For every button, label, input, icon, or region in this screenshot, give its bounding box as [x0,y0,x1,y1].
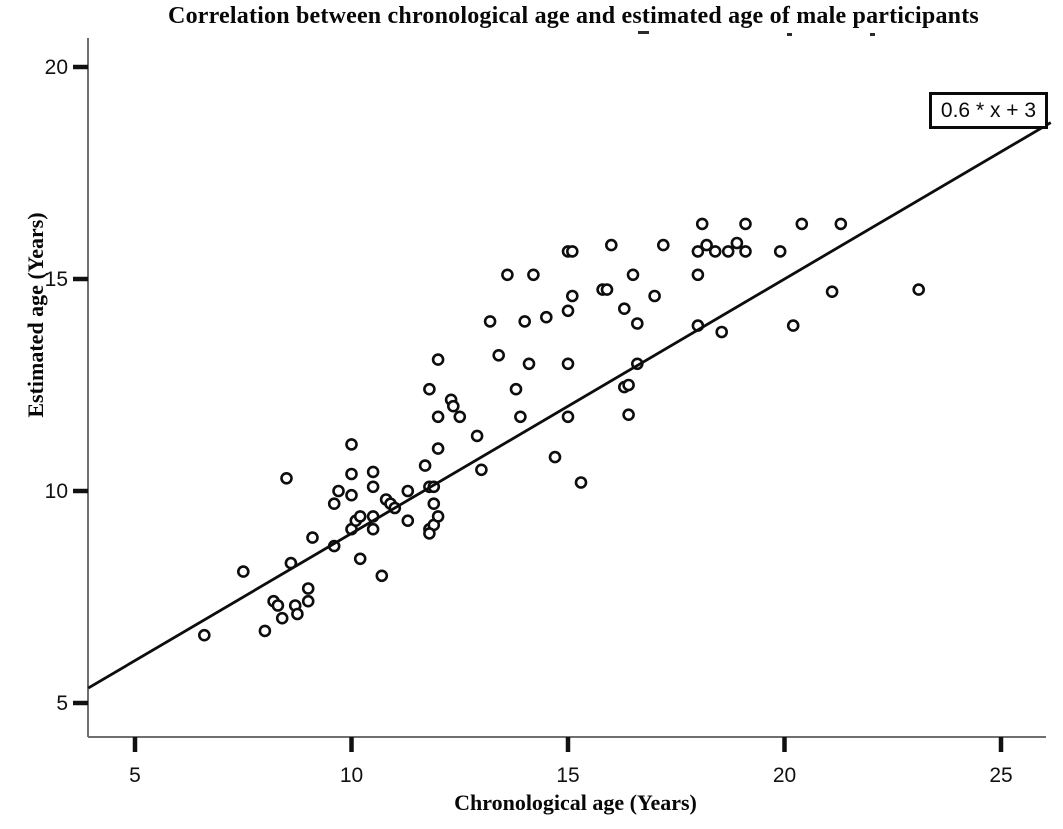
y-tick-label: 15 [45,268,68,291]
data-point [291,607,304,621]
data-point [366,480,380,494]
data-point [423,382,436,396]
data-point [418,459,432,472]
data-point [453,410,467,424]
x-axis-label: Chronological age (Years) [454,790,697,815]
data-point [739,217,752,231]
cropped-text-artifact [870,33,875,36]
data-point [475,463,488,477]
data-point [301,594,315,608]
data-point [622,408,635,422]
data-point [271,599,285,612]
data-point [431,410,445,424]
data-point [431,442,445,455]
data-point [565,245,579,258]
data-point [561,357,575,371]
data-point [401,484,415,498]
data-point [604,238,618,252]
regression-equation-box: 0.6 * x + 3 [929,92,1048,129]
data-point [522,357,536,371]
data-point [691,268,705,282]
data-point [514,410,527,424]
data-point [656,238,670,252]
data-point [431,510,445,523]
data-point [509,382,523,396]
data-point [786,319,800,332]
x-tick-label: 25 [989,764,1012,787]
data-point [565,289,579,303]
data-points [198,217,926,642]
y-tick-label: 5 [56,692,68,715]
data-point [375,569,389,583]
data-point [332,484,345,498]
data-point [275,611,289,625]
data-point [353,552,367,566]
data-point [280,471,293,485]
data-point [715,325,729,339]
regression-line [87,121,1052,690]
data-point [366,522,380,536]
cropped-text-artifact [638,31,649,34]
data-point [548,450,562,464]
data-point [327,497,341,511]
data-point [492,348,506,362]
data-point [561,304,575,318]
data-point [198,628,211,642]
data-point [258,624,272,638]
cropped-text-artifact [787,33,792,36]
data-point [773,245,787,258]
data-point [306,531,319,544]
data-point [301,582,315,595]
data-point [427,497,441,511]
data-point [630,317,644,330]
data-point [626,268,640,282]
data-point [501,268,514,282]
x-tick-label: 10 [340,764,363,787]
data-point [912,283,926,296]
y-axis-label: Estimated age (Years) [23,212,48,418]
data-point [708,245,722,258]
data-point [795,217,809,231]
data-point [617,302,631,316]
data-point [446,399,460,413]
data-point [431,353,445,366]
x-tick-label: 20 [773,764,796,787]
data-point [470,429,484,443]
data-point [237,565,250,578]
y-tick-label: 10 [45,480,68,503]
data-point [345,488,358,502]
data-point [834,217,848,231]
data-point [561,410,575,424]
data-point [539,310,553,324]
chart-title: Correlation between chronological age an… [168,3,979,29]
data-point [483,315,497,328]
x-tick-label: 15 [556,764,579,787]
data-point [423,527,436,540]
data-point [574,476,588,489]
data-point [366,465,380,479]
data-point [518,315,532,328]
data-point [691,245,705,258]
data-point [527,268,540,282]
y-tick-label: 20 [45,56,68,79]
data-point [730,236,744,250]
data-point [695,217,709,231]
data-point [721,245,735,258]
data-point [825,285,839,299]
data-point [600,283,614,296]
data-point [345,467,358,481]
data-point [622,378,635,392]
data-point [345,438,358,451]
x-tick-label: 5 [129,764,141,787]
data-point [353,510,367,523]
data-point [401,514,415,528]
data-point [700,238,713,252]
data-point [648,289,661,303]
data-point [739,245,752,258]
